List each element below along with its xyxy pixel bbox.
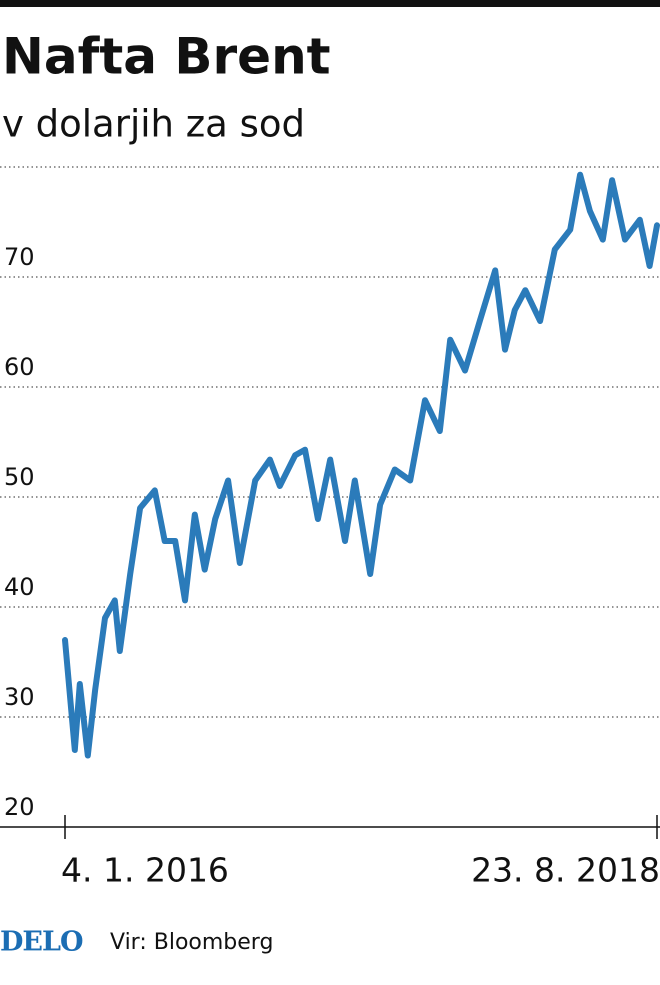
chart-title: Nafta Brent bbox=[2, 28, 331, 86]
y-tick-label: 70 bbox=[4, 243, 35, 271]
y-tick-label: 20 bbox=[4, 793, 35, 821]
y-tick-label: 60 bbox=[4, 353, 35, 381]
top-bar bbox=[0, 0, 660, 7]
x-tick-label: 4. 1. 2016 bbox=[61, 851, 229, 890]
price-line bbox=[62, 171, 660, 759]
x-tick-label: 23. 8. 2018 bbox=[471, 851, 660, 890]
y-tick-label: 30 bbox=[4, 683, 35, 711]
logo: DELO bbox=[0, 927, 83, 958]
y-tick-label: 40 bbox=[4, 573, 35, 601]
source: Vir: Bloomberg bbox=[110, 930, 273, 955]
y-tick-label: 50 bbox=[4, 463, 35, 491]
chart-subtitle: v dolarjih za sod bbox=[2, 103, 305, 146]
